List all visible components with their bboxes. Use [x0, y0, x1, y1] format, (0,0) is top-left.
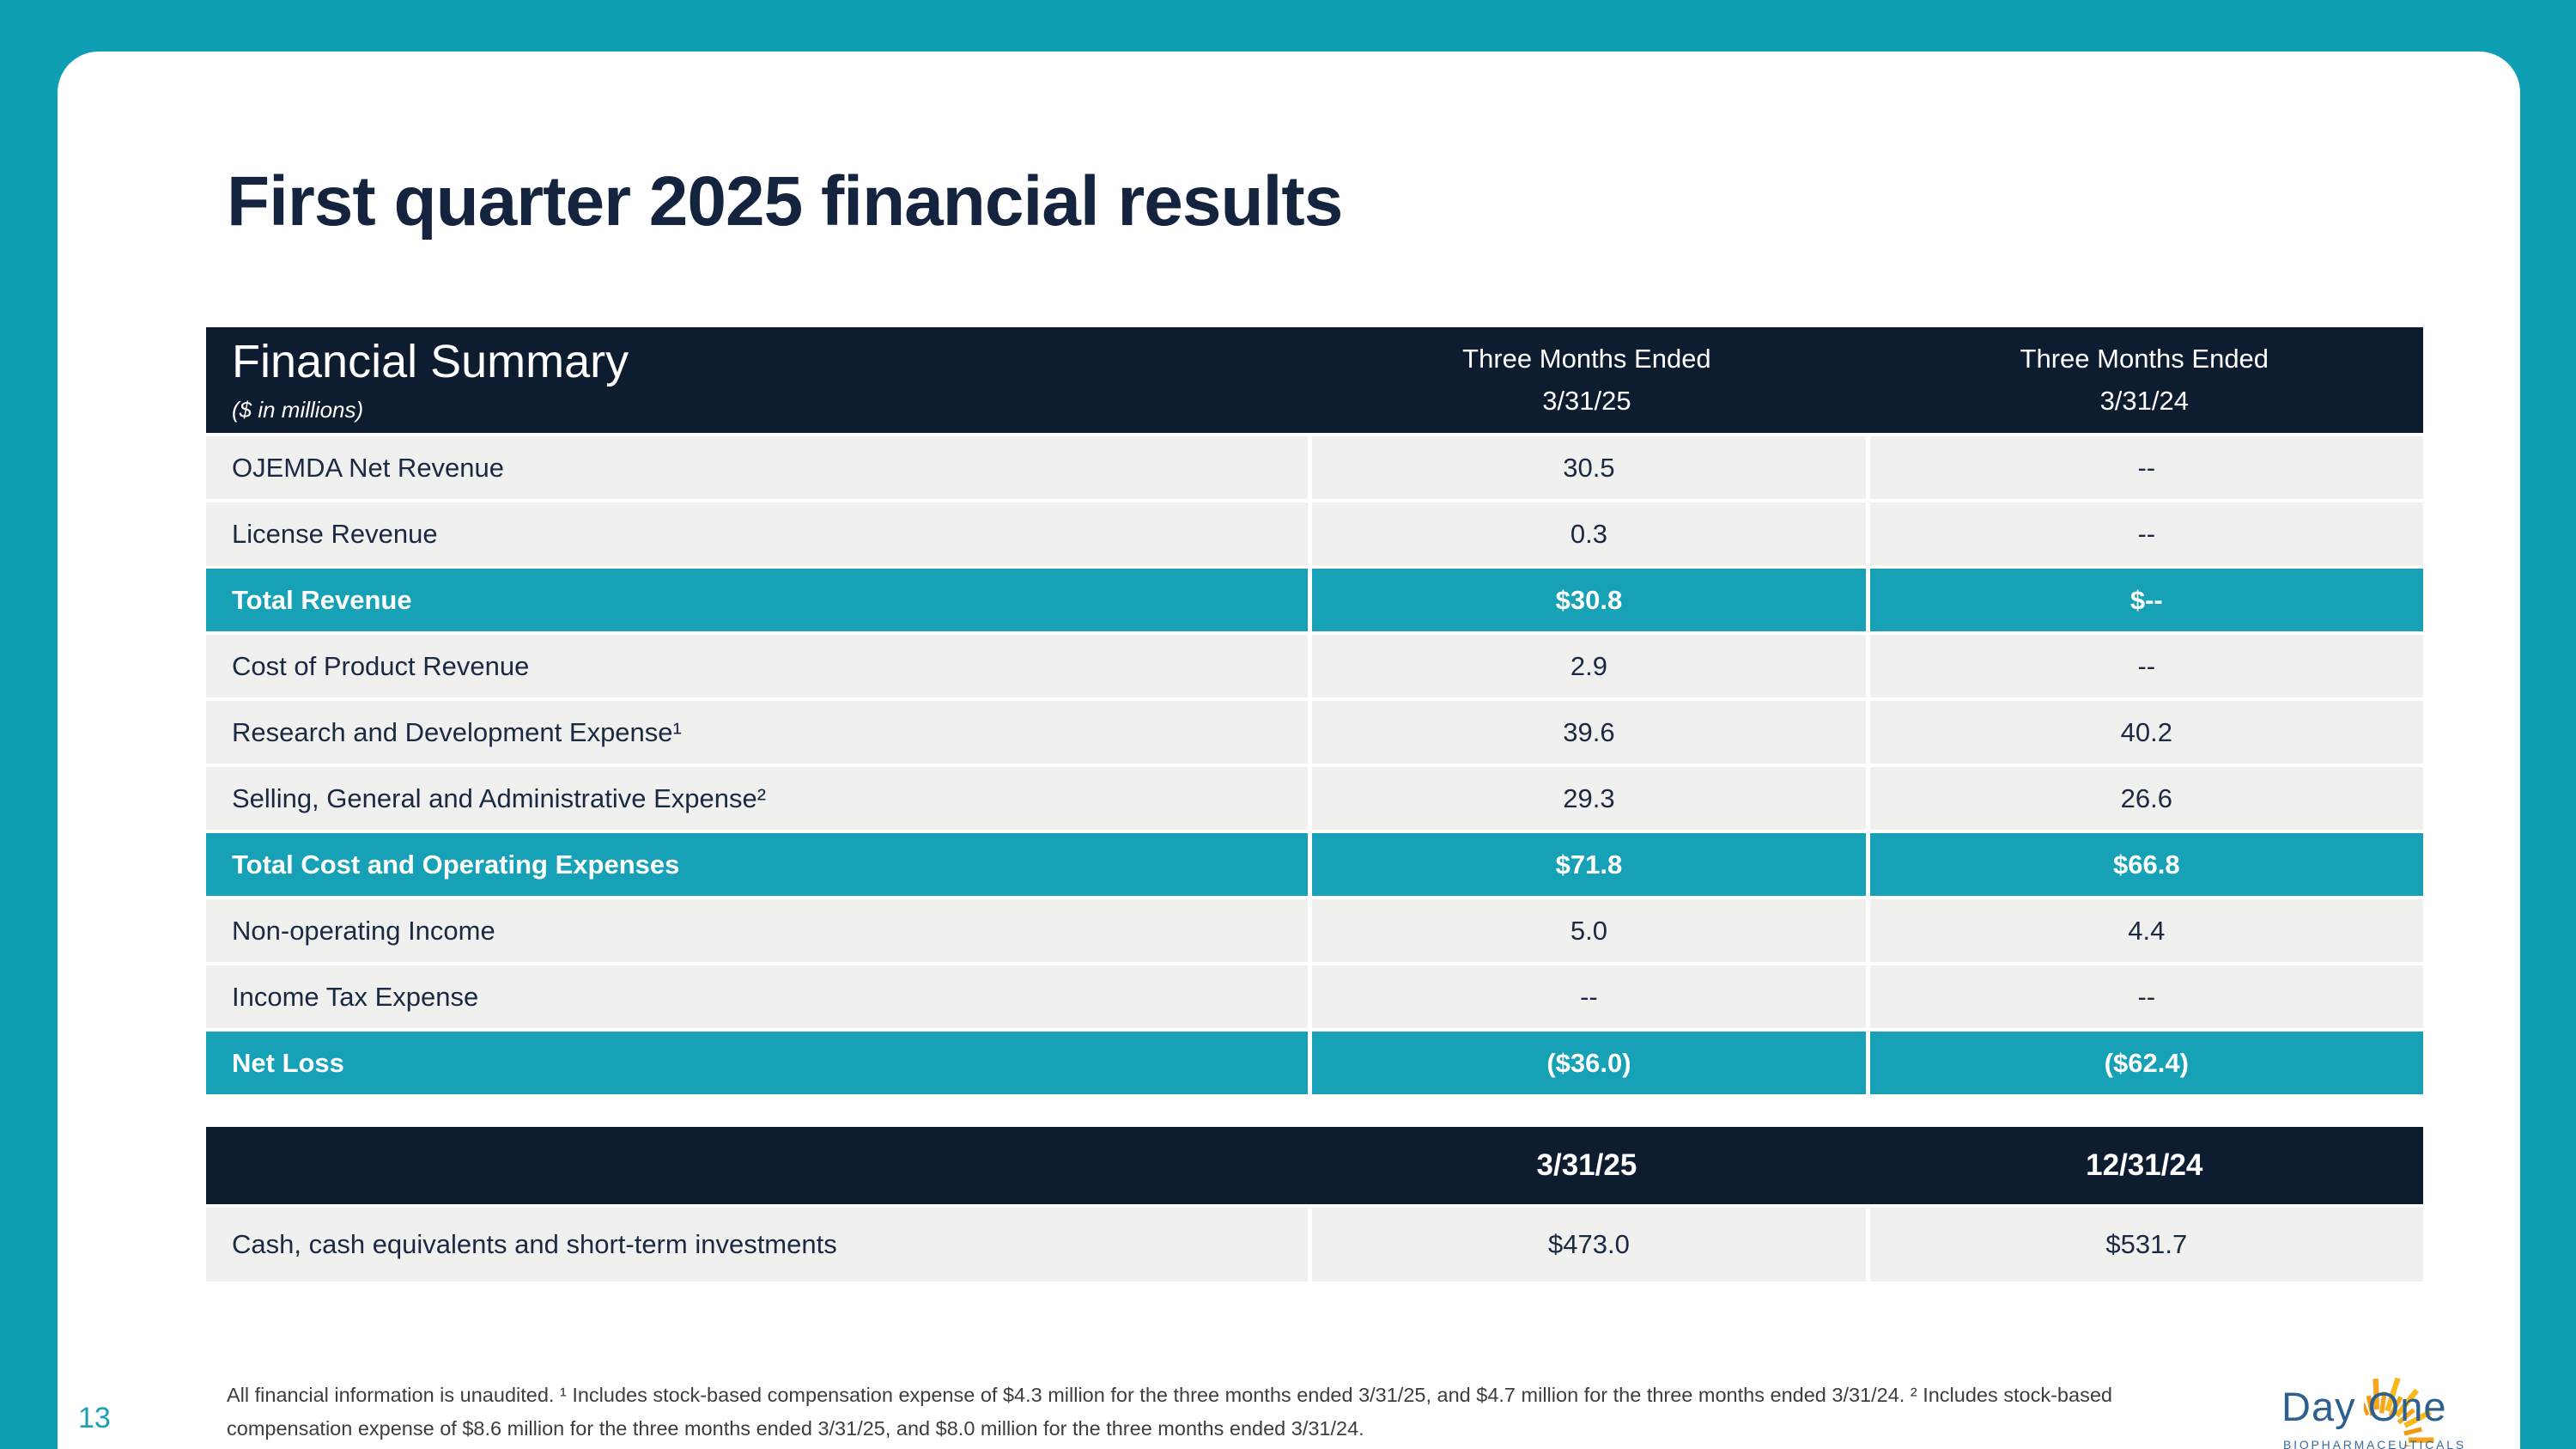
row-label: OJEMDA Net Revenue [232, 452, 505, 483]
row-value-2024: 40.2 [1865, 701, 2423, 764]
logo-wordmark: Day One [2281, 1384, 2447, 1429]
footnote-text: All financial information is unaudited. … [227, 1384, 2112, 1440]
row-value-33125: $473.0 [1308, 1208, 1865, 1282]
row-label: Cost of Product Revenue [232, 650, 530, 681]
column-header-2025-line1: Three Months Ended [1462, 344, 1711, 374]
table-row-license-revenue: License Revenue 0.3 -- [206, 502, 2423, 569]
row-value-2024: 26.6 [1865, 767, 2423, 830]
table-row-selling-general-admin-expense: Selling, General and Administrative Expe… [206, 767, 2423, 833]
row-label: Research and Development Expense¹ [232, 716, 682, 747]
row-value-2025: 39.6 [1308, 701, 1865, 764]
row-label: Selling, General and Administrative Expe… [232, 782, 767, 813]
cash-table-header: 3/31/25 12/31/24 [206, 1127, 2423, 1208]
column-header-2025-line2: 3/31/25 [1542, 385, 1631, 416]
financial-summary-header-label: Financial Summary ($ in millions) [206, 327, 1308, 433]
column-header-2024-line1: Three Months Ended [2020, 344, 2269, 374]
cash-column-header-33125: 3/31/25 [1536, 1148, 1637, 1182]
table-row-total-cost-operating-expenses: Total Cost and Operating Expenses $71.8 … [206, 833, 2423, 899]
table-row-ojemda-net-revenue: OJEMDA Net Revenue 30.5 -- [206, 436, 2423, 502]
row-label: Non-operating Income [232, 915, 495, 946]
financial-summary-table: Financial Summary ($ in millions) Three … [206, 327, 2423, 1098]
table-row-non-operating-income: Non-operating Income 5.0 4.4 [206, 899, 2423, 965]
slide-card: First quarter 2025 financial results Fin… [58, 52, 2520, 1449]
row-label: Total Revenue [232, 584, 412, 615]
page-title: First quarter 2025 financial results [227, 162, 1343, 240]
row-value-2025: $30.8 [1308, 569, 1865, 631]
table-row-net-loss: Net Loss ($36.0) ($62.4) [206, 1032, 2423, 1098]
row-value-2024: -- [1865, 965, 2423, 1028]
cash-position-table: 3/31/25 12/31/24 Cash, cash equivalents … [206, 1127, 2423, 1285]
row-label: Net Loss [232, 1047, 344, 1078]
table-row-income-tax-expense: Income Tax Expense -- -- [206, 965, 2423, 1032]
row-value-2025: ($36.0) [1308, 1032, 1865, 1094]
row-value-2025: 0.3 [1308, 502, 1865, 565]
row-label: License Revenue [232, 518, 438, 549]
row-value-2024: 4.4 [1865, 899, 2423, 962]
row-value-2024: ($62.4) [1865, 1032, 2423, 1094]
cash-column-header-123124: 12/31/24 [2086, 1148, 2203, 1182]
row-value-2025: 5.0 [1308, 899, 1865, 962]
page-number: 13 [78, 1402, 111, 1434]
logo-subtext: BIOPHARMACEUTICALS [2283, 1438, 2466, 1449]
column-header-2024: Three Months Ended 3/31/24 [1866, 327, 2423, 433]
column-header-2025: Three Months Ended 3/31/25 [1308, 327, 1865, 433]
cash-table-header-spacer [206, 1127, 1308, 1204]
table-title: Financial Summary [232, 336, 629, 388]
row-value-2025: $71.8 [1308, 833, 1865, 896]
row-value-2024: $66.8 [1865, 833, 2423, 896]
sunburst-icon [2364, 1377, 2434, 1446]
row-value-2025: 30.5 [1308, 436, 1865, 499]
row-value-2024: -- [1865, 502, 2423, 565]
row-value-2025: -- [1308, 965, 1865, 1028]
table-row-research-development-expense: Research and Development Expense¹ 39.6 4… [206, 701, 2423, 767]
row-value-123124: $531.7 [1865, 1208, 2423, 1282]
table-row-total-revenue: Total Revenue $30.8 $-- [206, 569, 2423, 635]
column-header-2024-line2: 3/31/24 [2099, 385, 2189, 416]
table-row-cost-of-product-revenue: Cost of Product Revenue 2.9 -- [206, 635, 2423, 701]
table-row-cash-equivalents: Cash, cash equivalents and short-term in… [206, 1208, 2423, 1285]
financial-summary-header: Financial Summary ($ in millions) Three … [206, 327, 2423, 436]
day-one-logo: Day One BIOPHARMACEUTICALS [2281, 1357, 2513, 1449]
row-value-2025: 29.3 [1308, 767, 1865, 830]
row-value-2024: -- [1865, 635, 2423, 697]
row-label: Cash, cash equivalents and short-term in… [232, 1229, 837, 1259]
row-label: Total Cost and Operating Expenses [232, 849, 680, 880]
row-value-2024: $-- [1865, 569, 2423, 631]
row-value-2024: -- [1865, 436, 2423, 499]
row-value-2025: 2.9 [1308, 635, 1865, 697]
table-subtitle: ($ in millions) [232, 396, 364, 423]
row-label: Income Tax Expense [232, 981, 479, 1012]
